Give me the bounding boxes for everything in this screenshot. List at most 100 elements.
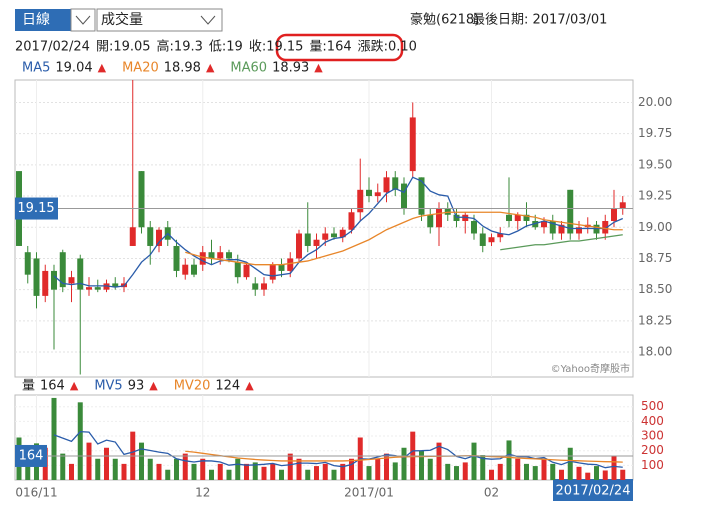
info-item: 漲跌:0.10: [358, 39, 417, 55]
candle-body: [191, 264, 197, 275]
y-tick-label: 18.25: [638, 313, 672, 327]
candle-body: [488, 237, 495, 243]
candle-body: [549, 221, 556, 234]
volume-bar: [270, 463, 276, 480]
x-tick-label: 12: [195, 486, 210, 500]
volume-bar: [165, 469, 171, 480]
volume-bar: [480, 455, 486, 480]
volume-bar: [322, 463, 328, 480]
volume-bar: [305, 469, 311, 480]
legend-value: 93: [128, 379, 145, 394]
volume-bar: [95, 458, 101, 480]
candle-body: [576, 227, 582, 234]
volume-bar: [331, 469, 337, 480]
info-item: 收:19.15: [249, 40, 304, 55]
stock-name: 豪勉(6218): [410, 12, 479, 28]
volume-tick-label: 500: [641, 399, 664, 413]
volume-bar: [252, 462, 258, 480]
indicator-text[interactable]: 成交量: [101, 11, 143, 28]
volume-bar: [620, 469, 626, 480]
volume-bar: [532, 466, 538, 480]
candle-body: [77, 258, 84, 290]
volume-bar: [506, 440, 512, 480]
candle-body: [339, 229, 346, 238]
legend-trend: ▲: [245, 379, 254, 392]
volume-bar: [261, 466, 267, 480]
volume-bar: [60, 453, 66, 480]
ma-line: [53, 176, 624, 288]
candle-body: [261, 283, 267, 290]
info-item: 開:19.05: [96, 40, 151, 55]
candle-body: [383, 177, 390, 193]
volume-bar: [419, 450, 424, 480]
volume-bar: [594, 466, 599, 480]
ma-line: [500, 234, 623, 251]
candle-body: [33, 258, 40, 296]
legend-value: 18.98: [164, 61, 201, 76]
volume-bar: [366, 466, 372, 480]
candle-body: [523, 214, 530, 222]
candle-body: [567, 189, 574, 234]
volume-bar: [436, 442, 442, 480]
volume-tick-label: 300: [641, 429, 664, 443]
candle-body: [269, 264, 276, 280]
y-tick-label: 19.25: [638, 189, 672, 203]
candle-body: [514, 214, 521, 222]
candle-body: [366, 189, 372, 197]
candle-body: [252, 283, 259, 290]
volume-bar: [515, 458, 521, 480]
y-tick-label: 18.75: [638, 251, 672, 265]
volume-bar: [392, 462, 398, 480]
candle-body: [497, 233, 504, 238]
legend-label: 量: [22, 379, 35, 394]
volume-bar: [235, 458, 241, 480]
watermark: ©Yahoo奇摩股市: [551, 362, 630, 375]
y-tick-label: 19.50: [638, 157, 672, 171]
info-item: 量:164: [309, 40, 351, 55]
volume-bar: [112, 458, 118, 480]
volume-bar: [296, 458, 302, 480]
period-dropdown[interactable]: [70, 8, 96, 32]
volume-bar: [471, 442, 477, 480]
candle-body: [409, 117, 416, 172]
legend-label: MA20: [122, 61, 159, 76]
volume-bar: [182, 453, 188, 480]
volume-tick-label: 200: [641, 443, 664, 457]
candle-body: [278, 264, 285, 271]
candle-body: [506, 214, 512, 222]
candle-body: [479, 233, 486, 246]
candle-body: [234, 262, 241, 278]
crosshair-price: 19.15: [17, 201, 54, 216]
y-tick-label: 19.00: [638, 220, 672, 234]
volume-bar: [174, 458, 179, 480]
candle-body: [182, 264, 189, 275]
volume-bar: [611, 455, 617, 480]
indicator-select[interactable]: [96, 8, 223, 32]
candle-body: [68, 277, 75, 284]
period-select[interactable]: [15, 9, 71, 31]
candle-body: [243, 264, 250, 278]
volume-bar: [209, 469, 214, 480]
price-panel: [14, 79, 634, 378]
volume-tick-label: 100: [641, 458, 664, 472]
ma-line: [53, 430, 623, 469]
legend-trend: ▲: [70, 379, 79, 392]
candle-body: [602, 221, 609, 234]
legend-value: 19.04: [55, 61, 92, 76]
candle-body: [138, 171, 145, 228]
candle-body: [129, 227, 136, 246]
x-tick-label: 2017/01: [344, 486, 394, 500]
candle-body: [147, 227, 154, 246]
volume-bar: [489, 469, 494, 480]
candle-body: [287, 258, 294, 271]
volume-tick-label: 400: [641, 414, 664, 428]
candle-body: [86, 287, 92, 290]
y-tick-label: 20.00: [638, 95, 672, 109]
volume-bar: [86, 442, 92, 480]
period-text[interactable]: 日線: [22, 12, 50, 28]
dropdown-arrow: [75, 15, 91, 25]
candle-body: [619, 202, 626, 209]
volume-bar: [244, 463, 249, 480]
legend-trend: ▲: [206, 61, 215, 74]
